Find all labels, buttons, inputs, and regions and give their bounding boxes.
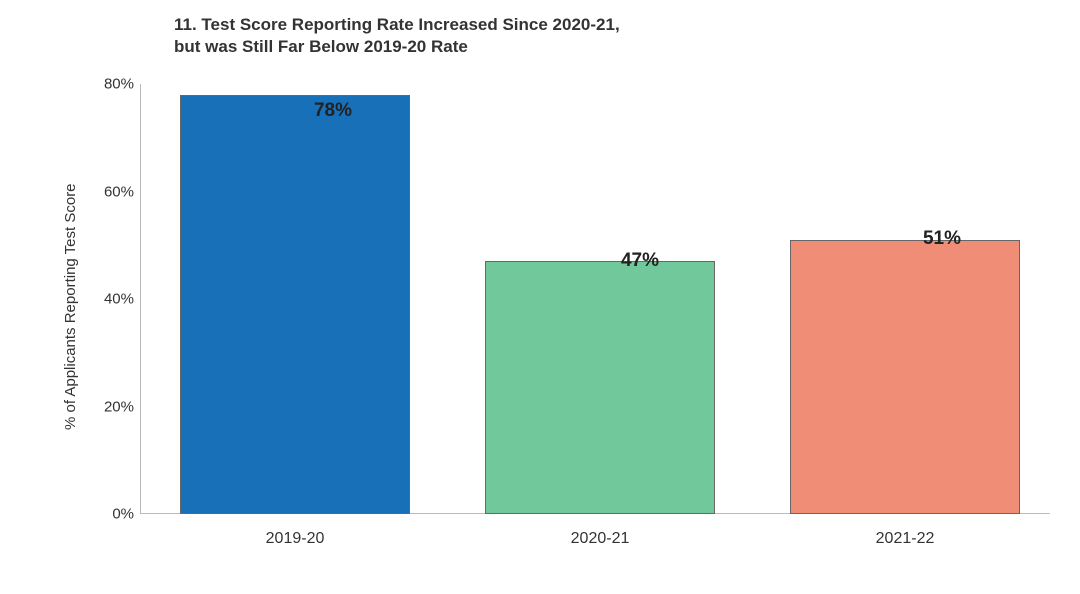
bar-chart: 11. Test Score Reporting Rate Increased … [0,0,1080,594]
x-label-2020-21: 2020-21 [571,530,630,548]
y-tick-60: 60% [74,183,134,200]
y-tick-40: 40% [74,291,134,308]
y-tick-0: 0% [74,506,134,523]
bar-value-2019-20: 78% [314,100,352,122]
y-tick-80: 80% [74,76,134,93]
bar-2020-21 [485,261,715,514]
x-label-2021-22: 2021-22 [876,530,935,548]
bar-2019-20 [180,95,410,514]
bar-2021-22 [790,240,1020,514]
x-label-2019-20: 2019-20 [266,530,325,548]
bar-value-2020-21: 47% [621,250,659,272]
y-tick-20: 20% [74,398,134,415]
chart-title: 11. Test Score Reporting Rate Increased … [174,14,620,58]
bar-value-2021-22: 51% [923,228,961,250]
